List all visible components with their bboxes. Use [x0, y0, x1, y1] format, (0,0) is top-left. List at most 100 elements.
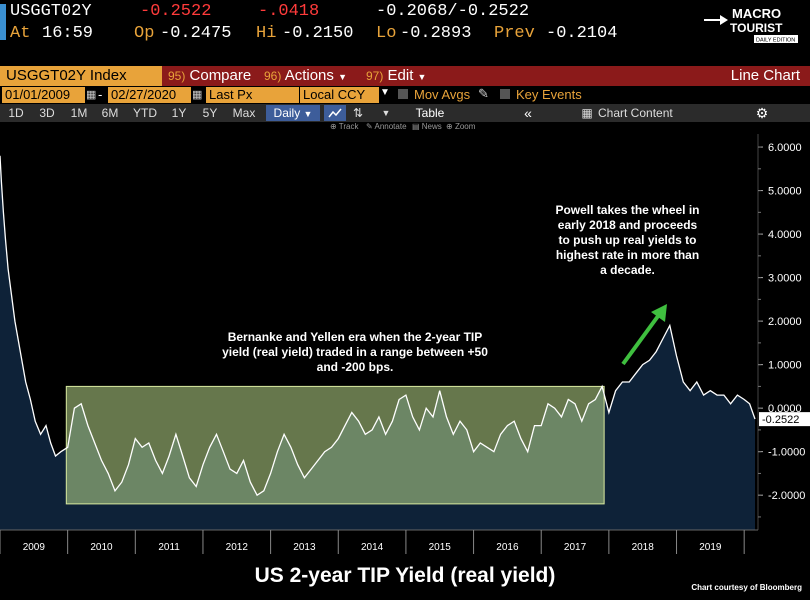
period-max[interactable]: Max [232, 106, 256, 120]
edit-num: 97) [366, 69, 384, 83]
x-tick-label: 2012 [226, 542, 249, 553]
calendar-icon[interactable]: ▦ [192, 89, 203, 101]
at-label: At [10, 24, 31, 43]
security-toolbar: USGGT02Y Index 95) Compare 96) Actions ▼… [0, 66, 810, 86]
high-label: Hi [256, 24, 277, 43]
macro-tourist-logo: MACRO TOURIST DAILY EDITION [700, 4, 808, 62]
news-tool[interactable]: ▤ News [412, 122, 442, 131]
logo-tag: DAILY EDITION [756, 38, 795, 44]
chart-subtools: ⊕ Track ✎ Annotate ▤ News ⊕ Zoom [0, 122, 810, 134]
range-band [65, 385, 605, 505]
ticker-accent-bar [0, 4, 6, 40]
open-value: -0.2475 [160, 24, 232, 43]
ticker-symbol[interactable]: USGGT02Y [10, 2, 92, 21]
arrow-icon [621, 304, 667, 366]
actions-num: 96) [264, 69, 282, 83]
chart-type-label[interactable]: Line Chart [730, 67, 800, 84]
actions-button[interactable]: 96) Actions ▼ [258, 66, 353, 86]
chart-title: US 2-year TIP Yield (real yield) [254, 564, 556, 587]
logo-graphic: MACRO TOURIST DAILY EDITION [704, 6, 798, 44]
actions-label: Actions [284, 67, 334, 84]
x-tick-label: 2018 [632, 542, 655, 553]
x-axis-band [0, 530, 758, 564]
x-tick-label: 2019 [699, 542, 722, 553]
field-select[interactable]: Last Px [206, 87, 299, 103]
chevron-down-icon: ▼ [417, 72, 427, 82]
period-1y[interactable]: 1Y [171, 106, 187, 120]
period-1d[interactable]: 1D [8, 106, 24, 120]
open-label: Op [134, 24, 155, 43]
period-3d[interactable]: 3D [39, 106, 55, 120]
compare-label: Compare [189, 67, 252, 84]
line-chart[interactable]: 6.00005.00004.00003.00002.00001.00000.00… [0, 134, 810, 564]
y-tick-label: 3.0000 [768, 273, 802, 285]
x-tick-label: 2009 [23, 542, 46, 553]
period-1m[interactable]: 1M [70, 106, 88, 120]
chevron-down-icon: ▼ [303, 109, 313, 119]
chart-content-icon: ▦ [581, 106, 593, 120]
x-tick-label: 2011 [158, 542, 180, 553]
y-tick-label: -2.0000 [768, 490, 805, 502]
low-value: -0.2893 [400, 24, 472, 43]
x-tick-label: 2013 [293, 542, 316, 553]
period-toolbar: 1D 3D 1M 6M YTD 1Y 5Y Max Daily ▼ ⇅ ▼ Ta… [0, 104, 810, 122]
annotate-tool[interactable]: ✎ Annotate [366, 122, 407, 131]
period-5y[interactable]: 5Y [202, 106, 218, 120]
last-price: -0.2522 [140, 2, 212, 21]
x-tick-label: 2010 [90, 542, 113, 553]
zoom-tool[interactable]: ⊕ Zoom [446, 122, 476, 131]
pencil-icon[interactable]: ✎ [478, 86, 489, 101]
mov-avgs-checkbox[interactable] [398, 89, 408, 99]
end-date-input[interactable]: 02/27/2020 [108, 87, 191, 103]
edit-label: Edit [387, 67, 414, 84]
logo-line2: TOURIST [730, 21, 783, 35]
quote-header-row2: At 16:59 Op -0.2475 Hi -0.2150 Lo -0.289… [0, 24, 810, 46]
table-button[interactable]: Table [415, 106, 445, 120]
y-tick-label: 4.0000 [768, 229, 802, 241]
period-ytd[interactable]: YTD [133, 106, 157, 120]
chevron-down-icon: ▼ [338, 72, 347, 82]
y-tick-label: 1.0000 [768, 360, 802, 372]
x-tick-label: 2014 [361, 542, 384, 553]
frequency-select[interactable]: Daily ▼ [266, 105, 320, 121]
period-6m[interactable]: 6M [101, 106, 119, 120]
currency-select[interactable]: Local CCY [300, 87, 379, 103]
collapse-left-icon[interactable]: « [524, 105, 532, 121]
track-tool[interactable]: ⊕ Track [330, 122, 359, 131]
key-events-label: Key Events [516, 87, 582, 102]
prev-value: -0.2104 [546, 24, 618, 43]
x-tick-label: 2016 [496, 542, 519, 553]
y-tick-label: 5.0000 [768, 186, 802, 198]
edit-button[interactable]: 97) Edit ▼ [360, 66, 432, 86]
start-date-input[interactable]: 01/01/2009 [2, 87, 85, 103]
chart-content-button[interactable]: Chart Content [598, 106, 673, 120]
date-separator: - [98, 87, 103, 102]
x-tick-label: 2015 [429, 542, 452, 553]
key-events-checkbox[interactable] [500, 89, 510, 99]
mov-avgs-label: Mov Avgs [414, 87, 471, 102]
chevron-down-icon[interactable]: ▼ [381, 108, 391, 118]
y-tick-label: -1.0000 [768, 447, 805, 459]
net-change: -.0418 [258, 2, 320, 21]
x-tick-label: 2017 [564, 542, 587, 553]
bar-compare-icon[interactable]: ⇅ [352, 106, 364, 120]
y-tick-label: 6.0000 [768, 142, 802, 154]
compare-num: 95) [168, 69, 186, 83]
calendar-icon[interactable]: ▦ [86, 89, 97, 101]
series-line[interactable] [0, 155, 756, 497]
date-range-row: 01/01/2009 ▦ - 02/27/2020 ▦ Last Px Loca… [0, 86, 810, 104]
bid-ask: -0.2068/-0.2522 [376, 2, 530, 21]
chevron-down-icon[interactable]: ▼ [380, 87, 390, 98]
line-chart-icon[interactable] [324, 105, 346, 121]
prev-label: Prev [494, 24, 535, 43]
last-value-badge [759, 412, 810, 427]
logo-line1: MACRO [732, 6, 781, 21]
security-field[interactable]: USGGT02Y Index [0, 66, 162, 86]
quote-time: 16:59 [42, 24, 94, 43]
gear-icon[interactable]: ⚙ [755, 105, 769, 121]
last-value-label: -0.2522 [762, 414, 799, 426]
chart-credit: Chart courtesy of Bloomberg [691, 583, 802, 592]
frequency-label: Daily [273, 106, 301, 120]
y-tick-label: 2.0000 [768, 316, 802, 328]
compare-button[interactable]: 95) Compare [162, 66, 257, 86]
